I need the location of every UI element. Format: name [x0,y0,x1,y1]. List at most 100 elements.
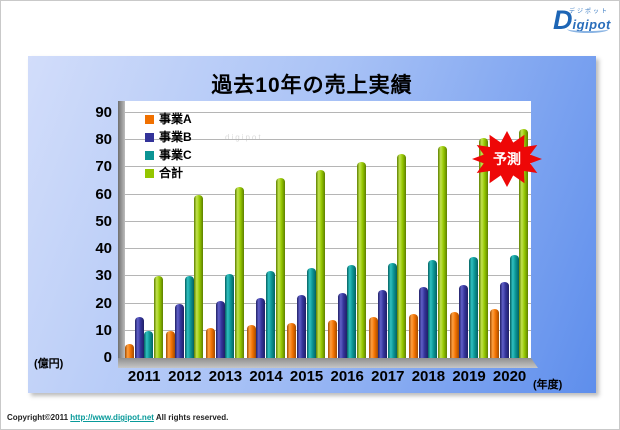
copyright-line: Copyright©2011 http://www.digipot.net Al… [7,413,228,422]
copyright-prefix: Copyright©2011 [7,413,71,422]
copyright-suffix: All rights reserved. [153,413,229,422]
y-axis-tick-30: 30 [95,267,112,285]
bar-事業B-2020 [500,281,509,358]
forecast-badge-label: 予測 [493,151,521,167]
legend-item-事業A: 事業A [145,113,192,126]
gridline-50 [125,220,531,222]
x-axis-label-2013: 2013 [208,368,243,385]
bar-事業B-2017 [378,289,388,358]
bar-事業B-2014 [256,298,266,358]
chart-3d-floor [118,358,538,368]
bar-合計-2014 [275,178,285,358]
logo-swoosh-icon [567,25,609,33]
y-axis: 0 10 20 30 40 50 60 70 80 90 [28,101,112,366]
bar-合計-2011 [153,276,163,358]
bar-事業B-2012 [175,303,185,358]
y-axis-tick-20: 20 [95,294,112,312]
legend-label: 事業B [159,130,192,144]
y-axis-tick-80: 80 [95,131,112,149]
x-axis-label-2016: 2016 [330,368,364,385]
legend-swatch-icon [145,133,154,142]
y-axis-tick-60: 60 [95,185,112,203]
x-axis-label-2019: 2019 [452,368,486,385]
legend-label: 合計 [159,166,184,180]
legend-swatch-icon [145,115,154,124]
x-axis-label-2020: 2020 [492,368,527,385]
bar-事業C-2011 [144,330,154,358]
legend-swatch-icon [145,169,154,178]
chart-3d-wall [118,101,125,358]
x-axis-label-2017: 2017 [371,368,405,385]
legend-item-事業B: 事業B [145,131,192,144]
bar-合計-2019 [478,137,488,358]
bar-事業A-2020 [490,309,500,358]
y-axis-tick-50: 50 [95,212,112,230]
legend-item-事業C: 事業C [145,149,192,162]
bar-事業A-2016 [328,319,337,358]
bar-事業B-2016 [337,292,347,358]
bar-事業C-2020 [509,254,519,358]
gridline-60 [125,193,531,195]
legend-swatch-icon [145,151,154,160]
chart-scale-region [125,112,531,358]
bar-事業C-2015 [306,268,316,358]
bar-合計-2017 [397,153,407,358]
x-axis-label-2011: 2011 [127,368,161,385]
bar-事業B-2019 [459,284,469,358]
x-axis-label-2015: 2015 [289,368,324,385]
bar-事業A-2015 [287,322,297,358]
starburst-icon [472,131,542,187]
y-axis-tick-40: 40 [95,240,112,258]
y-axis-tick-90: 90 [95,104,112,121]
bar-事業B-2018 [418,287,428,358]
bar-事業C-2018 [428,260,438,358]
chart-plot-area: digipot 事業A 事業B 事業C 合計 [125,101,531,358]
x-axis-unit-label: (年度) [533,379,563,391]
gridline-40 [125,248,531,250]
forecast-badge: 予測 [471,130,543,188]
bar-事業A-2012 [165,330,175,358]
bar-事業C-2012 [184,276,194,358]
x-axis-label-2012: 2012 [168,368,202,385]
bar-事業A-2017 [368,317,378,358]
bar-事業C-2019 [469,257,478,358]
y-axis-tick-0: 0 [103,349,112,366]
bar-合計-2015 [316,170,326,358]
y-axis-tick-70: 70 [95,158,112,176]
legend-label: 事業C [159,148,192,162]
chart-title: 過去10年の売上実績 [211,74,413,97]
slide-canvas: 過去10年の売上実績 digipot 事業A 事業B 事業C 合計 0 10 20 30 40… [28,56,596,393]
bar-合計-2013 [235,186,244,358]
gridline-70 [125,166,531,168]
bar-合計-2020 [519,129,529,358]
bar-合計-2012 [194,194,204,358]
copyright-link[interactable]: http://www.digipot.net [70,413,154,422]
watermark-text: digipot [225,133,263,142]
bar-事業A-2018 [409,314,419,358]
legend-label: 事業A [159,112,192,126]
bar-事業C-2014 [266,270,275,358]
x-axis: 2011 2012 2013 2014 2015 2016 2017 2018 2019 2020 [125,368,531,388]
gridline-80 [125,139,531,141]
bar-事業A-2011 [125,344,134,358]
y-axis-unit-label: (億円) [34,358,64,370]
y-axis-tick-10: 10 [95,321,112,339]
digipot-logo: デジポット Digipot [553,5,611,37]
legend-item-合計: 合計 [145,167,192,180]
bar-事業C-2016 [347,265,357,358]
logo-kana-text: デジポット [569,9,610,15]
bar-事業A-2019 [449,311,459,358]
bar-事業A-2014 [246,325,256,358]
bar-事業A-2013 [206,328,216,358]
bar-合計-2016 [356,162,366,358]
chart-legend: 事業A 事業B 事業C 合計 [145,113,192,185]
gridline-30 [125,275,531,277]
bar-事業B-2011 [134,317,144,358]
x-axis-label-2014: 2014 [249,368,283,385]
x-axis-label-2018: 2018 [411,368,446,385]
bar-合計-2018 [438,145,447,358]
gridline-90 [125,112,531,113]
bar-事業C-2013 [225,273,235,358]
bar-事業B-2013 [215,300,225,358]
